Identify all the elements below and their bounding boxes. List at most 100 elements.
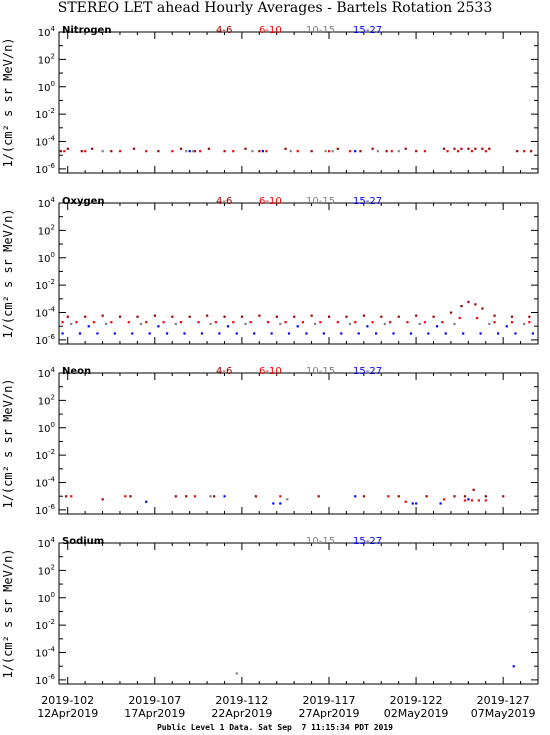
data-point bbox=[223, 495, 226, 498]
data-point bbox=[458, 316, 461, 320]
data-point bbox=[488, 322, 491, 325]
data-point bbox=[131, 332, 134, 335]
data-point bbox=[118, 315, 122, 318]
y-tick-label: 102 bbox=[38, 223, 55, 237]
y-axis-label: 1/(cm² s sr MeV/n) bbox=[1, 548, 15, 678]
data-point bbox=[319, 321, 322, 324]
data-point bbox=[279, 502, 282, 505]
data-point bbox=[376, 150, 379, 153]
data-point bbox=[235, 672, 238, 675]
data-point bbox=[479, 332, 482, 335]
data-point bbox=[174, 322, 177, 325]
legend-entry: 4-6 bbox=[216, 196, 232, 207]
data-point bbox=[66, 315, 69, 318]
y-tick-label: 10-4 bbox=[35, 646, 55, 660]
data-point bbox=[322, 332, 325, 335]
y-tick-label: 10-6 bbox=[35, 503, 55, 517]
data-point bbox=[463, 495, 467, 498]
data-point bbox=[354, 495, 357, 498]
data-point bbox=[188, 150, 191, 153]
data-point bbox=[157, 150, 160, 153]
x-tick-date: 07May2019 bbox=[471, 707, 536, 720]
data-point bbox=[383, 322, 386, 325]
data-point bbox=[206, 314, 209, 317]
legend-entry: 10-15 bbox=[306, 536, 335, 547]
data-point bbox=[296, 325, 299, 328]
data-point bbox=[441, 321, 444, 324]
data-point bbox=[397, 495, 400, 498]
data-point bbox=[336, 147, 339, 150]
data-point bbox=[70, 322, 73, 325]
data-point bbox=[249, 321, 252, 324]
data-point bbox=[223, 315, 226, 318]
data-point bbox=[226, 325, 230, 328]
data-point bbox=[127, 321, 130, 324]
data-point bbox=[61, 321, 64, 324]
data-point bbox=[467, 300, 470, 304]
data-point bbox=[267, 321, 270, 324]
data-point bbox=[453, 495, 456, 498]
data-point bbox=[380, 315, 383, 318]
data-point bbox=[423, 321, 426, 324]
data-point bbox=[470, 150, 474, 153]
x-tick-date: 17Apr2019 bbox=[124, 707, 185, 720]
data-point bbox=[449, 311, 453, 314]
x-tick-date: 02May2019 bbox=[384, 707, 449, 720]
panel-title: Neon bbox=[62, 366, 91, 377]
data-point bbox=[411, 502, 414, 505]
data-point bbox=[470, 499, 474, 502]
data-point bbox=[279, 322, 282, 325]
data-point bbox=[317, 495, 320, 498]
x-tick-label: 2019-122 bbox=[390, 694, 443, 707]
data-point bbox=[162, 321, 165, 324]
data-point bbox=[101, 314, 104, 317]
data-point bbox=[272, 502, 275, 505]
legend-entry: 6-10 bbox=[259, 366, 282, 377]
y-tick-label: 10-6 bbox=[35, 673, 55, 687]
data-point bbox=[460, 304, 463, 308]
data-point bbox=[388, 321, 392, 324]
data-point bbox=[514, 332, 517, 335]
data-point bbox=[463, 499, 467, 502]
data-point bbox=[165, 332, 169, 335]
data-point bbox=[148, 332, 151, 335]
data-point bbox=[66, 147, 69, 150]
data-point bbox=[275, 315, 278, 318]
data-point bbox=[301, 321, 305, 324]
data-point bbox=[118, 150, 122, 153]
y-tick-label: 10-6 bbox=[35, 162, 55, 176]
data-point bbox=[296, 150, 299, 153]
data-point bbox=[185, 150, 188, 153]
data-point bbox=[496, 332, 500, 335]
data-point bbox=[139, 322, 143, 325]
x-tick-label: 2019-107 bbox=[128, 694, 181, 707]
panel-sodium: 104 102 100 10-2 10-4 10-6 1/(cm² s sr MeV/n) S… bbox=[1, 536, 539, 687]
data-point bbox=[505, 325, 508, 328]
data-point bbox=[484, 150, 487, 153]
data-point bbox=[213, 495, 216, 498]
panel-title: Sodium bbox=[62, 536, 104, 547]
y-tick-label: 102 bbox=[38, 393, 55, 407]
data-point bbox=[366, 325, 369, 328]
legend-entry: 15-27 bbox=[353, 366, 382, 377]
data-point bbox=[523, 322, 526, 325]
data-point bbox=[80, 150, 83, 153]
data-point bbox=[253, 332, 256, 335]
data-point bbox=[387, 495, 390, 498]
y-tick-label: 10-2 bbox=[35, 107, 55, 121]
data-point bbox=[101, 150, 104, 153]
data-point bbox=[427, 332, 430, 335]
data-point bbox=[61, 332, 64, 335]
data-point bbox=[59, 150, 62, 153]
data-point bbox=[200, 332, 204, 335]
data-point bbox=[528, 321, 531, 324]
data-point bbox=[129, 495, 132, 498]
data-point bbox=[92, 321, 96, 324]
y-tick-label: 10-2 bbox=[35, 618, 55, 632]
legend-entry: 15-27 bbox=[353, 536, 382, 547]
data-point bbox=[110, 321, 113, 324]
data-point bbox=[64, 495, 68, 498]
x-tick-date: 27Apr2019 bbox=[298, 707, 359, 720]
